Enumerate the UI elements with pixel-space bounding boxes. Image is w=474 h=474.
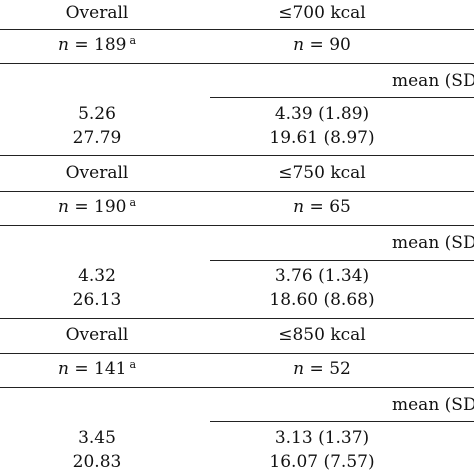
section2-row1-overall: 4.32	[78, 266, 116, 286]
section3-rule-header	[0, 353, 474, 355]
section1-rule-stat	[210, 97, 474, 99]
section1-header-overall: Overall	[65, 3, 129, 23]
section3-n-overall: n = 141 a	[57, 358, 137, 379]
section1-header-threshold: ≤700 kcal	[278, 3, 366, 23]
section2-stat-label: mean (SD	[392, 233, 474, 253]
section2-rule-header	[0, 191, 474, 193]
section3-row1-threshold: 3.13 (1.37)	[274, 428, 370, 448]
section2-rule-n	[0, 225, 474, 227]
section2-row1-threshold: 3.76 (1.34)	[274, 266, 370, 286]
section3-row1-overall: 3.45	[78, 428, 116, 448]
section3-stat-label: mean (SD	[392, 395, 474, 415]
section1-n-overall: n = 189 a	[57, 34, 137, 55]
section1-stat-label: mean (SD	[392, 71, 474, 91]
section2-header-overall: Overall	[65, 163, 129, 183]
section1-row1-overall: 5.26	[78, 104, 116, 124]
section3-row2-threshold: 16.07 (7.57)	[269, 452, 375, 472]
section1-rule-bottom	[0, 155, 474, 157]
section2-n-threshold: n = 65	[293, 197, 351, 217]
section2-row2-threshold: 18.60 (8.68)	[269, 290, 375, 310]
section3-header-threshold: ≤850 kcal	[278, 325, 366, 345]
section1-rule-n	[0, 63, 474, 65]
section3-rule-n	[0, 387, 474, 389]
section1-n-threshold: n = 90	[293, 35, 351, 55]
section2-row2-overall: 26.13	[72, 290, 122, 310]
section3-row2-overall: 20.83	[72, 452, 122, 472]
section3-rule-stat	[210, 421, 474, 423]
section3-header-overall: Overall	[65, 325, 129, 345]
section1-row2-overall: 27.79	[72, 128, 122, 148]
section3-n-threshold: n = 52	[293, 359, 351, 379]
section2-rule-bottom	[0, 318, 474, 320]
section2-header-threshold: ≤750 kcal	[278, 163, 366, 183]
section1-row2-threshold: 19.61 (8.97)	[269, 128, 375, 148]
section1-row1-threshold: 4.39 (1.89)	[274, 104, 370, 124]
section2-n-overall: n = 190 a	[57, 196, 137, 217]
section2-rule-stat	[210, 260, 474, 262]
section1-rule-header	[0, 29, 474, 31]
